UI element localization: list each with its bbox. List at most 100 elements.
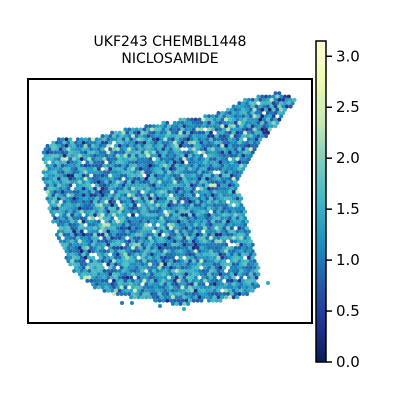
- spot: [248, 239, 253, 244]
- spot: [203, 259, 208, 264]
- spot: [184, 272, 189, 277]
- spot: [108, 147, 113, 152]
- spot: [245, 285, 249, 290]
- spot: [216, 209, 221, 214]
- spot: [227, 170, 232, 175]
- spot: [214, 272, 219, 277]
- spot: [104, 213, 109, 218]
- spot: [93, 206, 97, 211]
- spot: [140, 143, 145, 148]
- spot: [235, 157, 240, 162]
- spot: [271, 107, 276, 112]
- spot: [165, 199, 170, 204]
- spot: [254, 104, 259, 109]
- spot: [205, 157, 210, 162]
- spot: [161, 219, 166, 224]
- spot: [199, 140, 204, 145]
- spot: [53, 157, 58, 162]
- spot: [246, 143, 251, 148]
- spot: [102, 183, 107, 188]
- spot: [250, 249, 255, 254]
- spot: [131, 186, 135, 191]
- spot: [119, 186, 124, 191]
- spot: [203, 206, 208, 211]
- spot: [155, 209, 160, 214]
- spot: [184, 206, 189, 211]
- spot: [176, 140, 181, 145]
- spot: [207, 114, 211, 119]
- spot: [94, 157, 99, 162]
- spot: [239, 229, 244, 234]
- spot: [75, 190, 80, 194]
- spot: [250, 150, 255, 155]
- spot: [87, 196, 92, 201]
- spot: [112, 239, 116, 244]
- spot: [146, 232, 151, 237]
- spot: [100, 153, 105, 158]
- spot: [227, 288, 232, 293]
- spot: [70, 180, 75, 185]
- spot: [75, 269, 80, 273]
- spot: [275, 107, 280, 112]
- spot: [239, 269, 244, 273]
- spot: [100, 252, 105, 257]
- spot: [186, 282, 191, 287]
- spot: [178, 229, 183, 234]
- spot: [212, 249, 217, 254]
- spot: [117, 163, 122, 168]
- spot: [254, 117, 259, 122]
- spot: [235, 222, 240, 227]
- spot: [176, 127, 181, 132]
- spot: [189, 203, 194, 208]
- spot: [93, 140, 97, 145]
- spot: [155, 176, 160, 181]
- spot: [136, 196, 141, 201]
- spot: [132, 183, 137, 188]
- spot: [132, 242, 137, 247]
- spot: [212, 275, 217, 280]
- spot: [220, 196, 225, 201]
- spot: [222, 199, 227, 204]
- spot: [117, 216, 122, 221]
- spot: [79, 170, 84, 175]
- spot: [216, 150, 221, 155]
- spot: [229, 272, 234, 277]
- spot: [239, 163, 244, 168]
- spot: [193, 229, 198, 234]
- spot: [273, 124, 278, 129]
- spot: [119, 239, 124, 244]
- spot: [89, 213, 94, 218]
- spot: [170, 124, 175, 129]
- spot: [210, 134, 215, 139]
- spot: [112, 180, 116, 185]
- spot: [58, 239, 63, 244]
- spot: [176, 120, 181, 125]
- spot: [112, 226, 116, 231]
- spot: [210, 226, 215, 231]
- spot: [212, 190, 217, 194]
- spot: [115, 278, 120, 283]
- spot: [64, 176, 69, 181]
- spot: [218, 160, 223, 165]
- spot: [207, 127, 211, 132]
- spot: [146, 285, 151, 290]
- spot: [172, 160, 177, 165]
- spot: [72, 176, 77, 181]
- spot: [208, 157, 213, 162]
- spot: [104, 134, 109, 139]
- spot: [227, 222, 232, 227]
- spot: [83, 170, 88, 175]
- spot: [150, 252, 154, 257]
- spot: [180, 186, 185, 191]
- spot: [165, 180, 170, 185]
- spot: [184, 232, 189, 237]
- spot: [178, 163, 183, 168]
- spot: [182, 124, 187, 129]
- spot: [96, 226, 101, 231]
- spot: [113, 150, 118, 155]
- spot: [106, 275, 111, 280]
- spot: [108, 167, 113, 171]
- spot: [159, 282, 164, 287]
- spot: [256, 140, 261, 145]
- spot: [155, 124, 160, 129]
